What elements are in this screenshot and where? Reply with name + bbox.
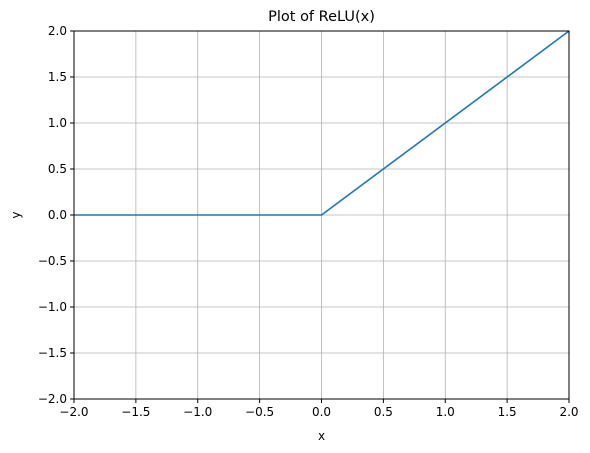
y-tick-label: −1.5 bbox=[38, 346, 67, 360]
y-tick-label: 0.0 bbox=[48, 208, 67, 222]
chart-title: Plot of ReLU(x) bbox=[268, 9, 375, 25]
y-tick-label: 2.0 bbox=[48, 24, 67, 38]
x-tick-label: −1.5 bbox=[121, 405, 150, 419]
x-tick-label: 1.5 bbox=[498, 405, 517, 419]
series-layer bbox=[74, 30, 570, 216]
series-line bbox=[74, 30, 570, 216]
grid-lines bbox=[73, 30, 570, 400]
y-tick-label: −2.0 bbox=[38, 392, 67, 406]
y-tick-label: −0.5 bbox=[38, 254, 67, 268]
y-tick-label: 1.0 bbox=[48, 116, 67, 130]
y-tick-label: −1.0 bbox=[38, 300, 67, 314]
x-tick-label: 2.0 bbox=[559, 405, 578, 419]
x-tick-label: −2.0 bbox=[59, 405, 88, 419]
x-tick-label: −1.0 bbox=[183, 405, 212, 419]
y-tick-label: 1.5 bbox=[48, 70, 67, 84]
y-axis-label: y bbox=[9, 211, 23, 218]
x-tick-label: 0.5 bbox=[374, 405, 393, 419]
x-tick-label: 1.0 bbox=[436, 405, 455, 419]
x-tick-label: −0.5 bbox=[245, 405, 274, 419]
x-axis-label: x bbox=[318, 429, 325, 443]
x-tick-label: 0.0 bbox=[312, 405, 331, 419]
y-tick-label: 0.5 bbox=[48, 162, 67, 176]
ticks: −2.0 −1.5 −1.0 −0.5 0.0 0.5 1.0 1.5 2.0 −2.0 −1.5 −… bbox=[38, 24, 579, 419]
